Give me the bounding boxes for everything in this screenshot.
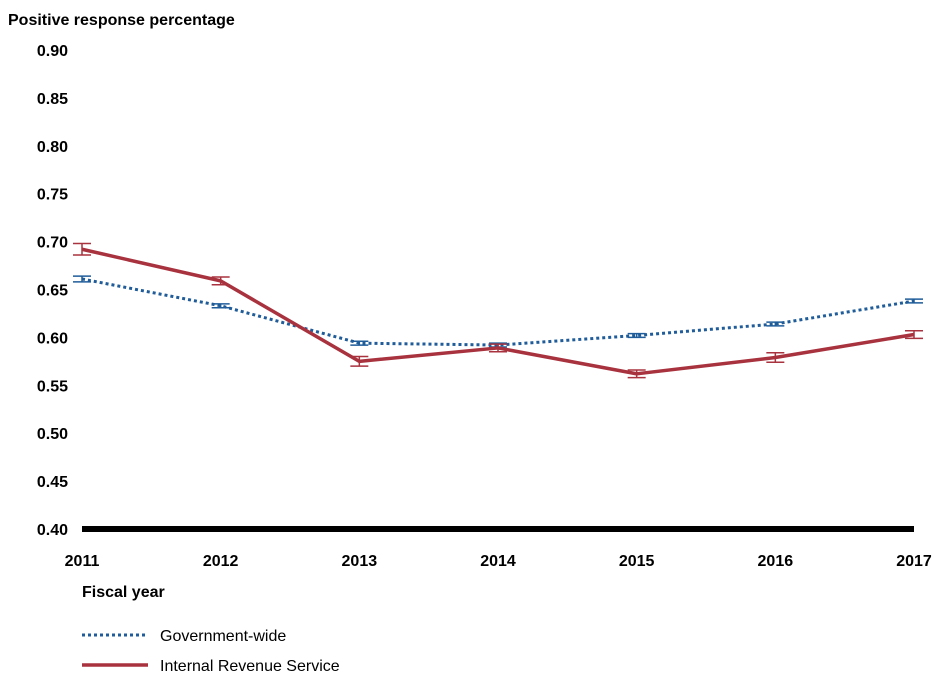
error-bar (350, 355, 369, 367)
y-axis-ticks: 0.90 0.85 0.80 0.75 0.70 0.65 0.60 0.55 0.50 0.45… (37, 43, 68, 539)
error-bar (350, 340, 369, 346)
series-line (81, 277, 915, 347)
error-bar (766, 321, 785, 327)
x-tick-label: 2017 (896, 553, 932, 570)
x-tick-label: 2015 (619, 553, 655, 570)
error-bar (766, 351, 785, 364)
y-tick-label: 0.85 (37, 91, 68, 108)
y-tick-label: 0.50 (37, 426, 68, 443)
series-government-wide (73, 275, 923, 348)
series-layer (73, 242, 923, 379)
error-bar (905, 298, 923, 304)
error-bar (73, 242, 91, 256)
y-tick-label: 0.55 (37, 378, 68, 395)
x-tick-label: 2016 (758, 553, 794, 570)
y-tick-label: 0.70 (37, 235, 68, 252)
error-bar (627, 369, 646, 379)
x-axis-title: Fiscal year (82, 584, 165, 601)
x-tick-label: 2011 (65, 553, 100, 570)
x-tick-label: 2012 (203, 553, 239, 570)
error-bar (211, 303, 230, 309)
y-tick-label: 0.60 (37, 330, 68, 347)
x-tick-label: 2013 (342, 553, 378, 570)
legend-item: Internal Revenue Service (82, 658, 340, 674)
error-bar (73, 275, 91, 283)
y-tick-label: 0.65 (37, 283, 68, 300)
legend-label: Internal Revenue Service (160, 658, 340, 674)
error-bar (627, 332, 646, 339)
y-tick-label: 0.75 (37, 187, 68, 204)
series-line (81, 247, 915, 376)
y-tick-label: 0.45 (37, 474, 68, 491)
series-internal-revenue-service (73, 242, 923, 379)
x-tick-label: 2014 (480, 553, 516, 570)
y-axis-title: Positive response percentage (8, 12, 235, 29)
error-bar (489, 343, 507, 353)
error-bar (905, 329, 923, 340)
legend-item: Government-wide (82, 628, 286, 645)
y-tick-label: 0.80 (37, 139, 68, 156)
error-bar (211, 276, 230, 286)
y-tick-label: 0.90 (37, 43, 68, 60)
x-axis-ticks: 2011 2012 2013 2014 2015 2016 2017 (65, 553, 932, 570)
y-tick-label: 0.40 (37, 522, 68, 539)
legend: Government-wide Internal Revenue Service (82, 628, 340, 674)
legend-label: Government-wide (160, 628, 286, 645)
